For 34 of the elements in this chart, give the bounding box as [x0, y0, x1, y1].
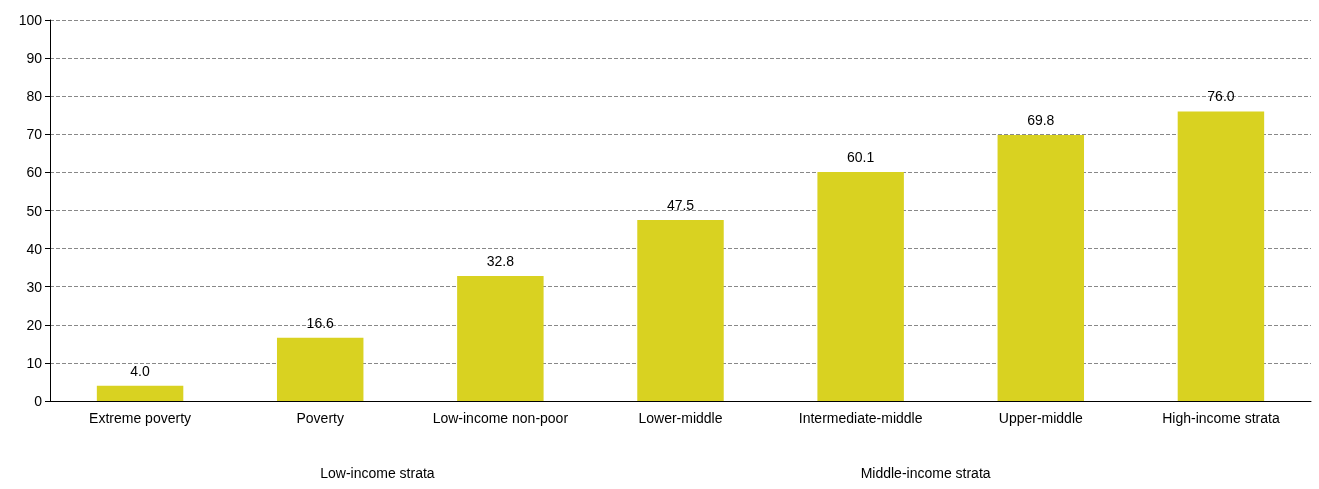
y-tick-label: 100 — [18, 12, 43, 28]
data-label: 47.5 — [666, 197, 695, 214]
data-label: 60.1 — [847, 149, 875, 166]
x-tick-label: Low-income non-poor — [432, 410, 569, 426]
y-tick-label: 20 — [26, 316, 43, 333]
data-label: 32.8 — [486, 253, 515, 270]
bar — [997, 135, 1085, 401]
text: Middle-income strata — [860, 465, 991, 481]
y-tick-label: 0 — [34, 393, 43, 409]
data-label: 16.6 — [306, 314, 335, 331]
data-label: 76.0 — [1207, 88, 1235, 105]
data-label: 69.8 — [1027, 112, 1055, 129]
bar — [96, 385, 184, 401]
bar — [1177, 111, 1265, 401]
y-tick-label: 80 — [26, 88, 43, 105]
bar — [276, 337, 364, 401]
x-tick-label: Upper-middle — [998, 410, 1084, 426]
y-tick-label: 70 — [26, 126, 43, 143]
y-tick-label: 60 — [26, 164, 43, 181]
bar — [817, 172, 904, 401]
bar — [457, 276, 544, 401]
x-tick-label: Poverty — [296, 410, 344, 426]
x-tick-label: High-income strata — [1162, 410, 1280, 426]
text: Low-income strata — [320, 465, 435, 481]
y-tick-label: 10 — [26, 354, 43, 371]
y-tick-label: 40 — [26, 240, 43, 257]
y-tick-label: 90 — [26, 50, 43, 67]
x-tick-label: Lower-middle — [638, 410, 723, 426]
bar — [637, 220, 724, 401]
x-tick-label: Extreme poverty — [89, 410, 192, 426]
y-tick-label: 30 — [26, 278, 43, 295]
x-tick-label: Intermediate-middle — [798, 410, 923, 426]
data-label: 4.0 — [130, 362, 151, 379]
y-tick-label: 50 — [26, 202, 43, 219]
